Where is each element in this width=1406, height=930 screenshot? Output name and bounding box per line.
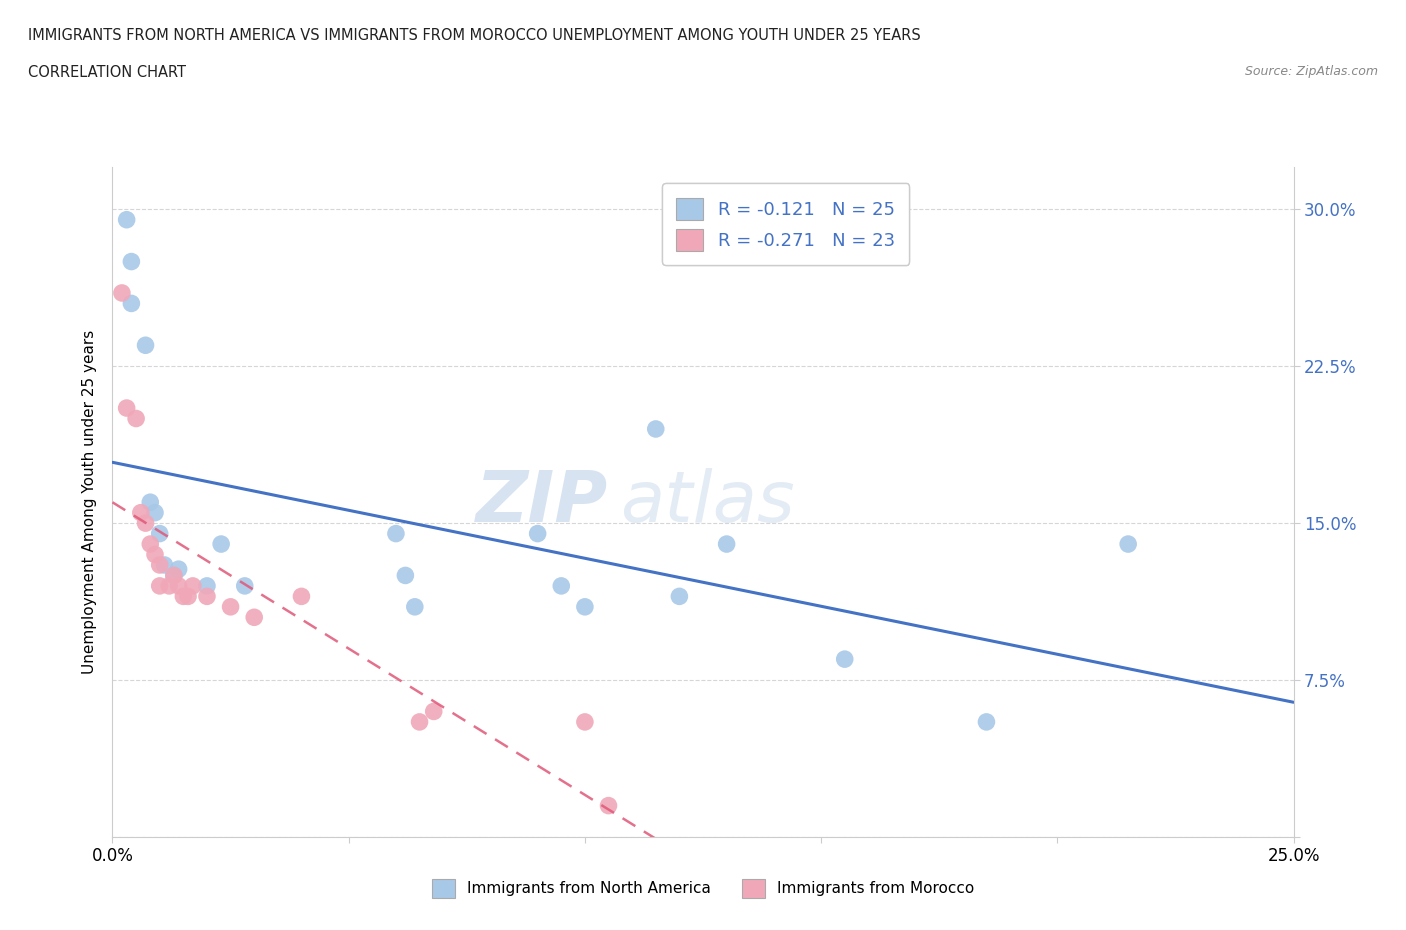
Point <box>163 568 186 583</box>
Point <box>125 411 148 426</box>
Text: IMMIGRANTS FROM NORTH AMERICA VS IMMIGRANTS FROM MOROCCO UNEMPLOYMENT AMONG YOUT: IMMIGRANTS FROM NORTH AMERICA VS IMMIGRA… <box>28 28 921 43</box>
Point <box>290 589 312 604</box>
Point <box>976 714 998 729</box>
Point <box>181 578 204 593</box>
Point <box>149 558 172 573</box>
Text: Source: ZipAtlas.com: Source: ZipAtlas.com <box>1244 65 1378 78</box>
Point <box>120 254 142 269</box>
Point <box>550 578 572 593</box>
Point <box>574 714 596 729</box>
Point <box>129 505 152 520</box>
Point <box>157 578 180 593</box>
Point <box>526 526 548 541</box>
Point <box>149 526 172 541</box>
Point <box>115 401 138 416</box>
Point <box>644 421 666 436</box>
Point <box>195 589 218 604</box>
Point <box>195 578 218 593</box>
Point <box>143 547 166 562</box>
Point <box>233 578 256 593</box>
Point <box>163 568 186 583</box>
Point <box>574 600 596 615</box>
Point <box>139 537 162 551</box>
Point <box>394 568 416 583</box>
Point <box>385 526 408 541</box>
Point <box>716 537 738 551</box>
Point <box>172 589 194 604</box>
Point <box>120 296 142 311</box>
Point <box>408 714 430 729</box>
Point <box>243 610 266 625</box>
Point <box>404 600 426 615</box>
Point <box>139 495 162 510</box>
Point <box>598 798 620 813</box>
Point <box>111 286 134 300</box>
Text: atlas: atlas <box>620 468 794 537</box>
Point <box>149 578 172 593</box>
Legend: Immigrants from North America, Immigrants from Morocco: Immigrants from North America, Immigrant… <box>426 873 980 904</box>
Point <box>153 558 176 573</box>
Text: CORRELATION CHART: CORRELATION CHART <box>28 65 186 80</box>
Point <box>167 578 190 593</box>
Point <box>209 537 232 551</box>
Point <box>143 505 166 520</box>
Point <box>219 600 242 615</box>
Point <box>1116 537 1139 551</box>
Point <box>668 589 690 604</box>
Point <box>135 338 157 352</box>
Point <box>834 652 856 667</box>
Text: ZIP: ZIP <box>477 468 609 537</box>
Point <box>115 212 138 227</box>
Point <box>167 562 190 577</box>
Point <box>135 516 157 531</box>
Y-axis label: Unemployment Among Youth under 25 years: Unemployment Among Youth under 25 years <box>82 330 97 674</box>
Point <box>422 704 444 719</box>
Point <box>177 589 200 604</box>
Legend: R = -0.121   N = 25, R = -0.271   N = 23: R = -0.121 N = 25, R = -0.271 N = 23 <box>662 183 910 265</box>
